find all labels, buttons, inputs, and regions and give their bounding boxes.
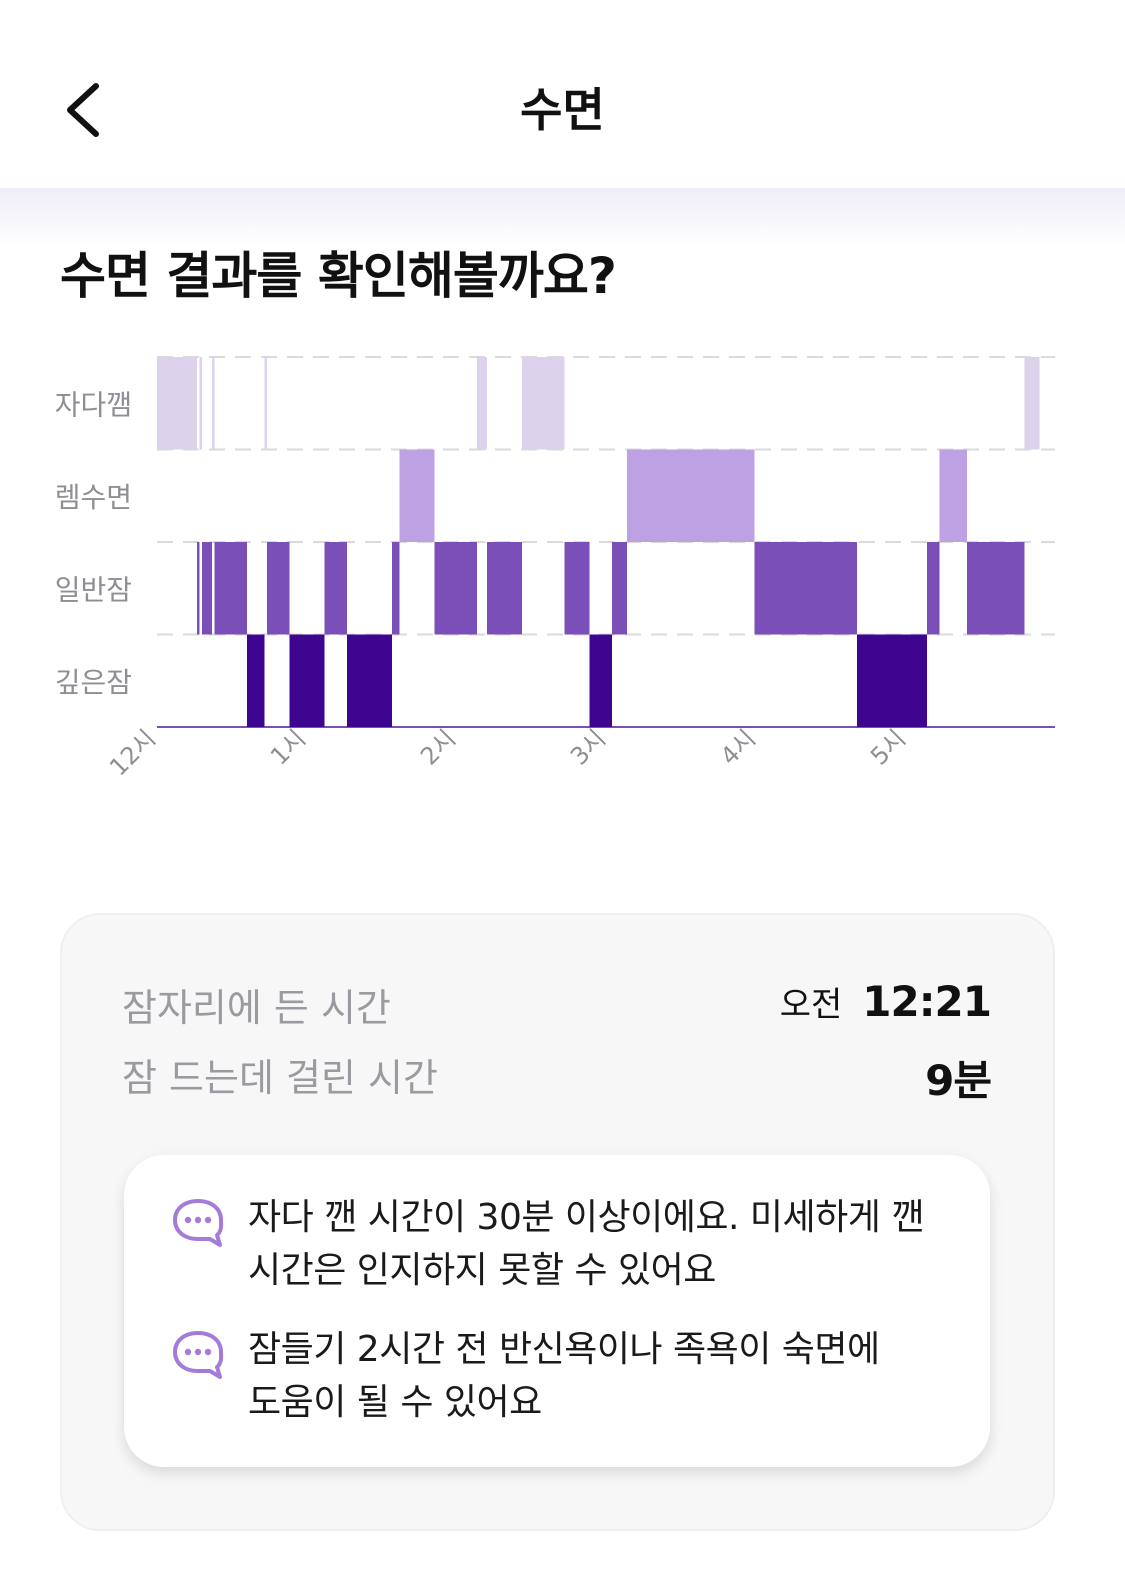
stage-label: 깊은잠 bbox=[55, 666, 132, 699]
tip-item: 자다 깬 시간이 30분 이상이에요. 미세하게 깬 시간은 인지하지 못할 수… bbox=[170, 1191, 950, 1297]
sleep-segment bbox=[214, 542, 247, 635]
x-tick-label: 3시 bbox=[565, 724, 611, 770]
header-shadow bbox=[0, 188, 1125, 246]
stage-label: 자다깸 bbox=[55, 388, 132, 421]
bedtime-ampm: 오전 bbox=[779, 985, 843, 1025]
tips-box: 자다 깬 시간이 30분 이상이에요. 미세하게 깬 시간은 인지하지 못할 수… bbox=[124, 1155, 990, 1467]
section-heading: 수면 결과를 확인해볼까요? bbox=[60, 247, 617, 305]
sleep-segment bbox=[264, 357, 267, 450]
sleep-summary-card: 잠자리에 든 시간 오전 12:21 잠 드는데 걸린 시간 9분 자다 깬 시… bbox=[60, 913, 1055, 1531]
sleep-segment bbox=[967, 542, 1025, 635]
sleep-segment bbox=[347, 634, 392, 727]
tip-item: 잠들기 2시간 전 반신욕이나 족욕이 숙면에 도움이 될 수 있어요 bbox=[170, 1323, 950, 1429]
sleep-segment bbox=[199, 357, 202, 450]
tip-text: 자다 깬 시간이 30분 이상이에요. 미세하게 깬 시간은 인지하지 못할 수… bbox=[248, 1191, 924, 1297]
sleep-segment bbox=[434, 542, 477, 635]
sleep-segment bbox=[197, 542, 200, 635]
sleep-segment bbox=[324, 542, 347, 635]
tip-line: 자다 깬 시간이 30분 이상이에요. 미세하게 깬 bbox=[248, 1197, 924, 1238]
sleep-segment bbox=[754, 542, 857, 635]
x-tick-label: 5시 bbox=[865, 724, 911, 770]
sleep-segment bbox=[212, 357, 215, 450]
sleep-segment bbox=[267, 542, 290, 635]
back-button[interactable] bbox=[50, 68, 120, 148]
sleep-segment bbox=[289, 634, 325, 727]
sleep-segment bbox=[939, 449, 967, 542]
sleep-segment bbox=[487, 542, 522, 635]
chat-bubble-icon bbox=[173, 1331, 224, 1379]
latency-value: 9분 bbox=[925, 1056, 992, 1105]
sleep-segment bbox=[522, 357, 565, 450]
page-title: 수면 bbox=[520, 83, 605, 137]
sleep-segment bbox=[927, 542, 940, 635]
tip-line: 도움이 될 수 있어요 bbox=[248, 1382, 542, 1423]
chat-bubble-icon bbox=[173, 1199, 224, 1247]
latency-label: 잠 드는데 걸린 시간 bbox=[122, 1056, 438, 1100]
sleep-segment bbox=[627, 449, 755, 542]
tip-line: 시간은 인지하지 못할 수 있어요 bbox=[248, 1250, 716, 1291]
x-tick-label: 1시 bbox=[265, 724, 311, 770]
sleep-segment bbox=[1024, 357, 1040, 450]
sleep-segment bbox=[247, 634, 265, 727]
x-tick-label: 12시 bbox=[104, 724, 161, 781]
sleep-segment bbox=[399, 449, 435, 542]
sleep-segment bbox=[589, 634, 612, 727]
bedtime-value: 12:21 bbox=[862, 977, 992, 1026]
chevron-left-icon bbox=[67, 83, 99, 137]
sleep-segment bbox=[202, 542, 212, 635]
stage-label: 일반잠 bbox=[55, 573, 132, 606]
tip-text: 잠들기 2시간 전 반신욕이나 족욕이 숙면에 도움이 될 수 있어요 bbox=[248, 1323, 880, 1429]
bedtime-value-group: 오전 12:21 bbox=[779, 977, 992, 1026]
bedtime-label: 잠자리에 든 시간 bbox=[122, 986, 391, 1030]
stage-label: 렘수면 bbox=[55, 481, 132, 514]
x-tick-label: 2시 bbox=[415, 724, 461, 770]
x-tick-label: 4시 bbox=[715, 724, 761, 770]
sleep-segment bbox=[157, 357, 197, 450]
sleep-segment bbox=[857, 634, 927, 727]
sleep-segment bbox=[564, 542, 590, 635]
sleep-segment bbox=[392, 542, 400, 635]
sleep-segment bbox=[477, 357, 487, 450]
latency-value-group: 9분 bbox=[925, 1047, 992, 1108]
tip-line: 잠들기 2시간 전 반신욕이나 족욕이 숙면에 bbox=[248, 1329, 880, 1370]
app-header: 수면 bbox=[0, 0, 1125, 188]
sleep-segment bbox=[612, 542, 627, 635]
